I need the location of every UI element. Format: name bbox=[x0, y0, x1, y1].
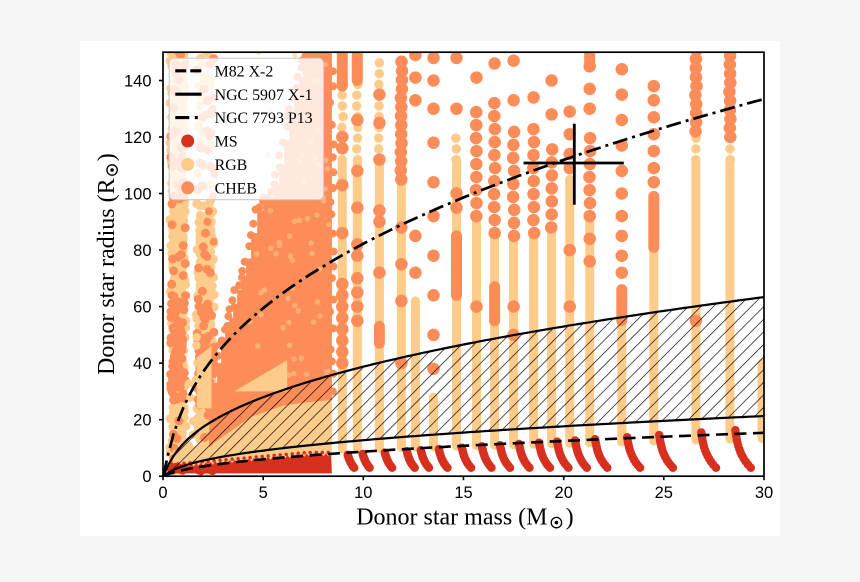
svg-text:RGB: RGB bbox=[215, 157, 248, 174]
svg-text:CHEB: CHEB bbox=[215, 180, 257, 197]
svg-text:140: 140 bbox=[124, 72, 152, 90]
svg-text:NGC 7793 P13: NGC 7793 P13 bbox=[215, 110, 313, 127]
svg-text:M82 X-2: M82 X-2 bbox=[215, 63, 274, 80]
svg-text:60: 60 bbox=[133, 299, 151, 317]
svg-text:120: 120 bbox=[124, 129, 152, 147]
svg-text:40: 40 bbox=[133, 355, 151, 373]
svg-text:20: 20 bbox=[133, 412, 151, 430]
svg-text:0: 0 bbox=[142, 468, 151, 486]
svg-text:100: 100 bbox=[124, 185, 152, 203]
svg-text:Donor star mass (M: Donor star mass (M bbox=[356, 505, 547, 531]
svg-text:5: 5 bbox=[259, 484, 268, 502]
svg-text:NGC 5907 X-1: NGC 5907 X-1 bbox=[215, 87, 313, 104]
svg-text:80: 80 bbox=[133, 242, 151, 260]
svg-text:30: 30 bbox=[755, 484, 773, 502]
svg-text:): ) bbox=[94, 153, 120, 161]
svg-text:20: 20 bbox=[555, 484, 573, 502]
svg-text:0: 0 bbox=[158, 484, 167, 502]
svg-text:15: 15 bbox=[454, 484, 472, 502]
svg-text:): ) bbox=[566, 505, 574, 531]
svg-text:MS: MS bbox=[215, 134, 238, 151]
svg-text:25: 25 bbox=[655, 484, 673, 502]
svg-text:Donor star radius (R: Donor star radius (R bbox=[94, 178, 120, 375]
svg-text:10: 10 bbox=[354, 484, 372, 502]
